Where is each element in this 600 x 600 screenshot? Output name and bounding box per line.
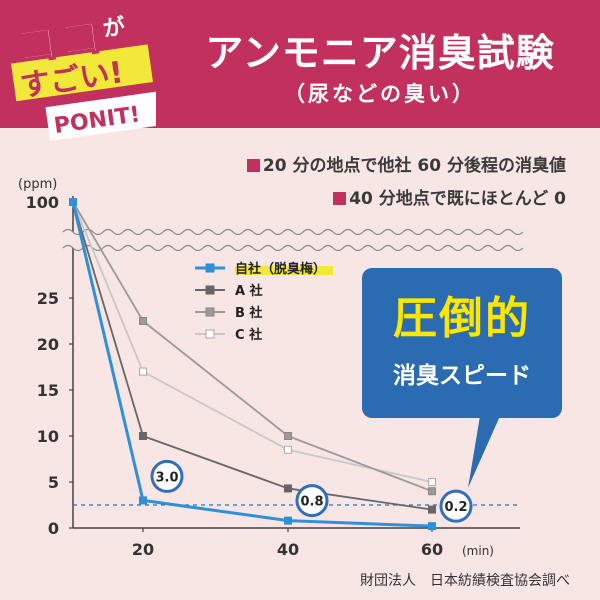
legend-highlight (235, 266, 333, 275)
data-point (284, 484, 292, 493)
data-label-circle (439, 489, 473, 523)
y-tick-label: 10 (37, 427, 59, 446)
legend-item-3: C 社 (195, 327, 262, 343)
axis-break-top (62, 228, 524, 236)
data-label: 0.2 (439, 489, 473, 523)
data-label-text: 0.2 (444, 500, 467, 515)
note-bullet (246, 159, 260, 172)
y-tick-label: 100 (26, 193, 59, 212)
note-1: 20 分の地点で他社 60 分後程の消臭値 (246, 151, 566, 176)
data-point (139, 496, 147, 505)
data-point (284, 516, 292, 525)
badge-white-band (45, 91, 156, 141)
series-line-0 (71, 201, 433, 528)
page-subtitle: （尿などの臭い） (284, 82, 476, 106)
data-label-circle (295, 484, 329, 518)
callout-box: 圧倒的 消臭スピード (362, 268, 562, 418)
point-badge: ココ が すごい! PONIT! (10, 10, 156, 141)
data-point (428, 478, 436, 486)
legend-item-1: A 社 (195, 283, 263, 299)
note-1-text: 20 分の地点で他社 60 分後程の消臭値 (262, 156, 566, 176)
callout-subtitle: 消臭スピード (393, 363, 531, 389)
axis-break-gap (63, 232, 520, 248)
legend-marker (205, 285, 215, 295)
legend-marker (205, 307, 215, 317)
x-axis-unit: (min) (462, 544, 494, 558)
data-point (284, 432, 292, 440)
source-note: 財団法人 日本紡績検査協会調べ (360, 573, 570, 589)
data-label: 3.0 (150, 459, 184, 493)
data-point (428, 487, 436, 496)
note-bullet (333, 192, 347, 205)
badge-yellow-band (11, 44, 153, 102)
data-point (139, 367, 147, 376)
data-point (69, 198, 77, 206)
data-label-circle (150, 459, 184, 493)
data-point (284, 445, 292, 454)
legend-item-2: B 社 (195, 305, 262, 321)
y-tick-label: 0 (48, 519, 59, 538)
y-tick-label: 15 (37, 381, 59, 400)
series-1 (72, 201, 436, 514)
y-axis-unit: (ppm) (18, 177, 57, 192)
series-line-2 (72, 201, 433, 493)
series-2 (72, 201, 436, 496)
legend-label: 自社（脱臭梅） (235, 261, 326, 277)
legend-item-0: 自社（脱臭梅） (195, 261, 333, 277)
series-line-1 (72, 201, 433, 511)
note-2: 40 分地点で既にほとんど 0 (333, 184, 566, 209)
legend-label: B 社 (235, 305, 262, 321)
data-label-text: 3.0 (155, 470, 178, 485)
page-title: アンモニア消臭試験 (205, 31, 555, 75)
axis-break-bottom (62, 244, 524, 252)
x-tick-label: 20 (132, 540, 154, 559)
legend-marker (205, 263, 215, 273)
x-tick-label: 60 (421, 540, 443, 559)
y-tick-label: 5 (48, 473, 59, 492)
legend-label: A 社 (235, 283, 263, 299)
data-point (139, 317, 147, 325)
note-2-text: 40 分地点で既にほとんど 0 (349, 189, 566, 209)
data-point (428, 522, 436, 531)
data-label-text: 0.8 (300, 495, 323, 510)
series-0 (69, 198, 436, 531)
y-tick-label: 25 (37, 289, 59, 308)
callout-title: 圧倒的 (393, 293, 531, 344)
legend-label: C 社 (235, 327, 262, 343)
y-tick-label: 20 (37, 335, 59, 354)
x-tick-label: 40 (277, 540, 299, 559)
series-line-3 (72, 201, 433, 483)
data-point (428, 505, 436, 514)
legend-marker (205, 329, 215, 339)
data-point (139, 432, 147, 440)
data-label: 0.8 (295, 484, 329, 518)
series-3 (72, 201, 436, 486)
badge-line1-small: が (101, 13, 126, 42)
